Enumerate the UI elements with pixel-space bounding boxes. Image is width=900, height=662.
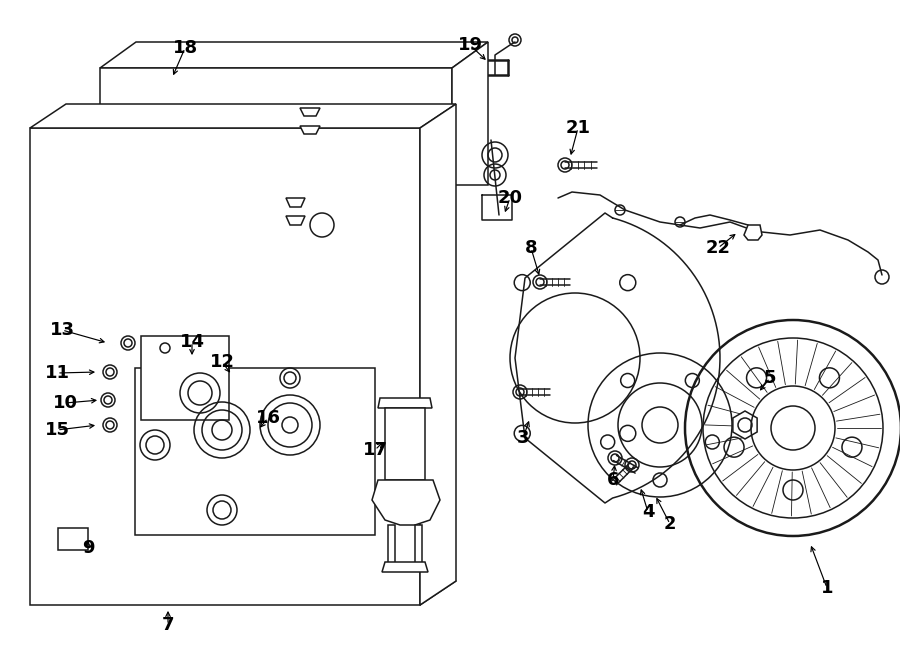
Text: 3: 3 — [517, 429, 529, 447]
Text: 2: 2 — [664, 515, 676, 533]
Polygon shape — [415, 525, 422, 565]
Polygon shape — [733, 411, 757, 439]
Text: 1: 1 — [821, 579, 833, 597]
Polygon shape — [58, 528, 88, 550]
Polygon shape — [30, 128, 420, 605]
Text: 6: 6 — [607, 471, 619, 489]
Text: 9: 9 — [82, 539, 94, 557]
Polygon shape — [141, 336, 229, 420]
Polygon shape — [382, 562, 428, 572]
Polygon shape — [372, 480, 440, 525]
Polygon shape — [378, 398, 432, 408]
Polygon shape — [744, 225, 762, 240]
Polygon shape — [286, 198, 305, 207]
Polygon shape — [452, 42, 488, 185]
Polygon shape — [30, 104, 456, 128]
Text: 15: 15 — [44, 421, 69, 439]
Text: 12: 12 — [210, 353, 235, 371]
Text: 22: 22 — [706, 239, 731, 257]
Text: 14: 14 — [179, 333, 204, 351]
Text: 7: 7 — [162, 616, 175, 634]
Polygon shape — [135, 368, 375, 535]
Text: 18: 18 — [173, 39, 198, 57]
Text: 8: 8 — [525, 239, 537, 257]
Text: 19: 19 — [457, 36, 482, 54]
Polygon shape — [300, 126, 320, 134]
Text: 4: 4 — [642, 503, 654, 521]
Text: 16: 16 — [256, 409, 281, 427]
Text: 13: 13 — [50, 321, 75, 339]
Text: 21: 21 — [565, 119, 590, 137]
Polygon shape — [385, 408, 425, 480]
Polygon shape — [100, 68, 452, 185]
Text: 5: 5 — [764, 369, 776, 387]
Polygon shape — [100, 42, 488, 68]
Text: 11: 11 — [44, 364, 69, 382]
Polygon shape — [300, 108, 320, 116]
Text: 10: 10 — [52, 394, 77, 412]
Text: 17: 17 — [363, 441, 388, 459]
Text: 20: 20 — [498, 189, 523, 207]
Polygon shape — [286, 216, 305, 225]
Polygon shape — [420, 104, 456, 605]
Polygon shape — [388, 525, 395, 565]
